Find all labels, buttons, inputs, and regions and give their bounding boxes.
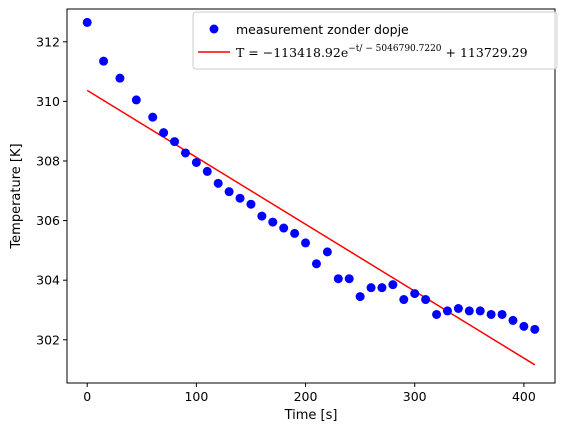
y-tick-label: 302 xyxy=(36,332,60,347)
data-point xyxy=(475,306,485,316)
data-point xyxy=(508,315,518,325)
data-point xyxy=(191,157,201,167)
y-axis-label: Temperature [K] xyxy=(9,143,24,249)
y-tick-label: 312 xyxy=(36,34,60,49)
data-point xyxy=(497,309,507,319)
axes: 0 100 200 300 400 302 304 306 308 310 312 xyxy=(36,8,556,404)
plot-area xyxy=(82,17,540,366)
x-tick-label: 400 xyxy=(512,389,536,404)
data-point xyxy=(131,95,141,105)
data-point xyxy=(530,324,540,334)
legend: measurement zonder dopje T = −113418.92e… xyxy=(192,11,558,70)
data-point xyxy=(148,112,158,122)
legend-box xyxy=(192,11,558,70)
data-point xyxy=(432,309,442,319)
data-point xyxy=(442,306,452,316)
data-point xyxy=(290,228,300,238)
legend-fit-label-exponent: −t/ − 5046790.7220 xyxy=(348,44,442,54)
x-tick-label: 200 xyxy=(294,389,318,404)
data-point xyxy=(377,283,387,293)
axes-frame xyxy=(66,8,556,384)
data-point xyxy=(344,274,354,284)
x-axis-label: Time [s] xyxy=(284,408,338,423)
data-point xyxy=(202,166,212,176)
data-point xyxy=(421,295,431,305)
data-point xyxy=(464,306,474,316)
data-point xyxy=(410,289,420,299)
data-point xyxy=(279,223,289,233)
legend-scatter-label: measurement zonder dopje xyxy=(236,22,409,37)
legend-fit-label: T = −113418.92e−t/ − 5046790.7220 + 1137… xyxy=(236,44,528,60)
data-point xyxy=(333,274,343,284)
data-point xyxy=(180,148,190,158)
data-point xyxy=(82,17,92,27)
data-point xyxy=(399,295,409,305)
data-point xyxy=(301,238,311,248)
data-point xyxy=(322,247,332,257)
data-point xyxy=(388,280,398,290)
data-point xyxy=(115,73,125,83)
y-tick-label: 306 xyxy=(36,213,60,228)
y-tick-label: 304 xyxy=(36,273,60,288)
legend-fit-label-tail: + 113729.29 xyxy=(442,45,528,60)
y-tick-label: 308 xyxy=(36,153,60,168)
data-point xyxy=(170,137,180,147)
data-point xyxy=(311,259,321,269)
data-point xyxy=(453,303,463,313)
data-point xyxy=(366,283,376,293)
legend-fit-label-main: T = −113418.92e xyxy=(236,45,348,60)
y-tick-label: 310 xyxy=(36,94,60,109)
legend-scatter-marker xyxy=(209,24,219,34)
data-point xyxy=(486,309,496,319)
data-point xyxy=(519,321,529,331)
data-point xyxy=(224,187,234,197)
data-point xyxy=(99,56,109,66)
x-tick-label: 0 xyxy=(83,389,91,404)
data-point xyxy=(159,128,169,138)
data-point xyxy=(235,193,245,203)
data-point xyxy=(257,211,267,221)
data-point xyxy=(213,178,223,188)
data-point xyxy=(246,199,256,209)
x-tick-label: 100 xyxy=(184,389,208,404)
data-point xyxy=(268,217,278,227)
x-tick-label: 300 xyxy=(403,389,427,404)
data-point xyxy=(355,292,365,302)
